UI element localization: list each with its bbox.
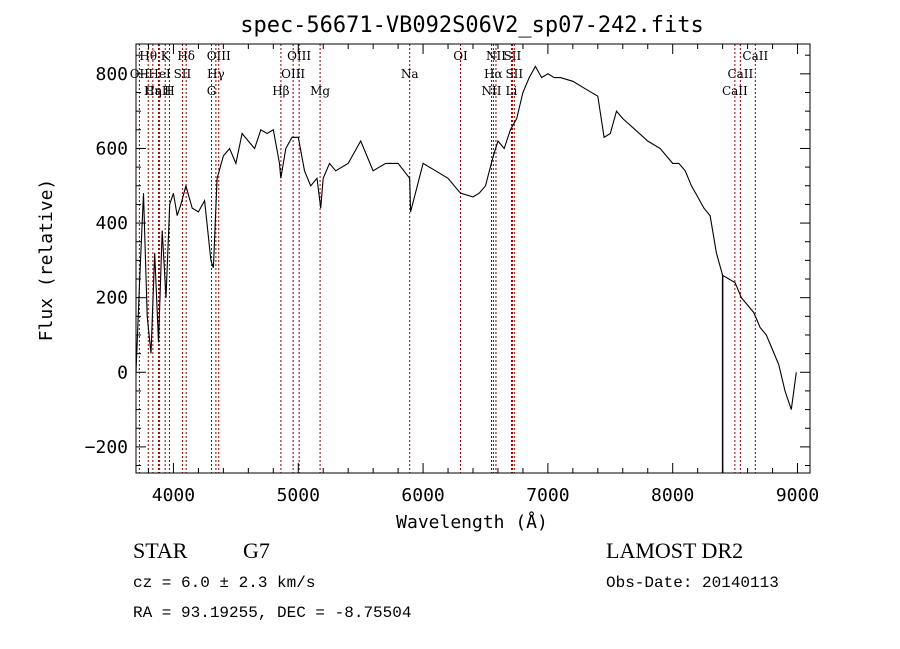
line-marker-label-12: OIII xyxy=(287,49,311,63)
line-marker-label-3: Hη xyxy=(144,84,162,98)
spectrum-series-line xyxy=(135,65,797,410)
line-marker-label-23: Li xyxy=(506,84,518,98)
x-tick-label: 4000 xyxy=(152,485,195,506)
y-tick-label: 0 xyxy=(117,362,128,383)
line-marker-label-19: SII xyxy=(504,49,522,63)
line-marker-label-22: NII xyxy=(481,84,501,98)
line-marker-label-13: OIII xyxy=(281,67,305,81)
axes: 4000 5000 6000 7000 8000 9000 −200 0 200 400 600 80… xyxy=(85,43,819,506)
line-marker-label-25: CaII xyxy=(727,67,753,81)
y-tick-label: 800 xyxy=(95,64,128,85)
line-marker-label-2: CaII xyxy=(146,84,172,98)
line-marker-label-17: OI xyxy=(453,49,468,63)
y-tick-label: 400 xyxy=(95,213,128,234)
coordinates-label: RA = 93.19255, DEC = -8.75504 xyxy=(133,604,412,622)
line-marker-label-11: G xyxy=(207,84,217,98)
y-axis-label: Flux (relative) xyxy=(36,179,57,342)
line-marker-label-8: SII xyxy=(174,67,192,81)
x-tick-label: 7000 xyxy=(526,485,569,506)
x-tick-label: 5000 xyxy=(277,485,320,506)
line-marker-label-6: H xyxy=(164,84,174,98)
line-marker-label-15: Mg xyxy=(310,84,330,98)
line-marker-label-16: Na xyxy=(401,67,419,81)
x-tick-label: 9000 xyxy=(776,485,819,506)
object-class-label: STAR xyxy=(133,538,188,563)
line-marker-label-4: K xyxy=(161,49,171,63)
line-marker-label-9: OIII xyxy=(207,49,231,63)
survey-label: LAMOST DR2 xyxy=(606,538,744,563)
line-marker-label-21: SII xyxy=(505,67,523,81)
y-tick-label: −200 xyxy=(85,437,128,458)
line-marker-label-26: CaII xyxy=(722,84,748,98)
line-marker-label-24: CaII xyxy=(742,49,768,63)
obs-date-label: Obs-Date: 20140113 xyxy=(606,574,779,592)
chart-title: spec-56671-VB092S06V2_sp07-242.fits xyxy=(240,13,704,38)
y-tick-label: 600 xyxy=(95,138,128,159)
line-marker-label-20: Hα xyxy=(484,67,503,81)
x-tick-label: 6000 xyxy=(401,485,444,506)
x-axis-label: Wavelength (Å) xyxy=(396,511,548,533)
x-tick-label: 8000 xyxy=(651,485,694,506)
line-marker-label-0: Hθ xyxy=(139,49,157,63)
y-tick-label: 200 xyxy=(95,288,128,309)
line-marker-label-14: Hβ xyxy=(272,84,289,98)
line-marker-label-7: Hδ xyxy=(177,49,195,63)
line-marker-label-10: Hγ xyxy=(207,67,225,81)
subclass-label: G7 xyxy=(243,538,270,563)
plot-frame xyxy=(135,43,811,474)
line-marker-label-5: HeI xyxy=(148,67,171,81)
redshift-label: cz = 6.0 ± 2.3 km/s xyxy=(133,574,316,592)
